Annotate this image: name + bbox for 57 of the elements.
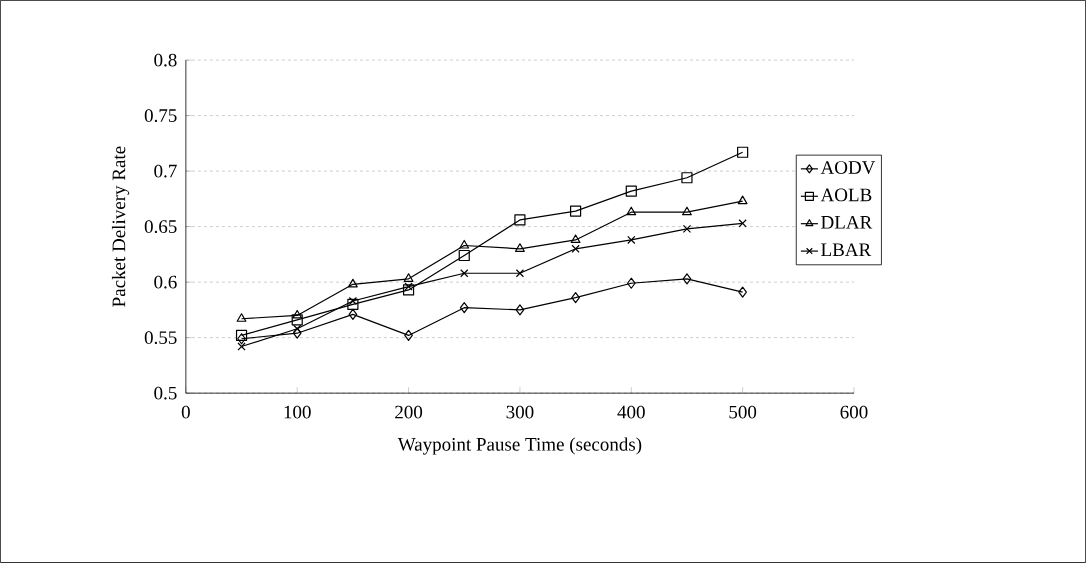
point — [515, 269, 525, 278]
point — [348, 296, 358, 306]
point — [293, 324, 302, 333]
point — [404, 282, 413, 291]
point — [682, 224, 692, 234]
point — [682, 206, 692, 216]
point — [737, 195, 748, 205]
legend-label: LBAR — [821, 243, 872, 257]
x-tick-label: 0 — [181, 405, 190, 419]
point — [292, 327, 302, 339]
x-tick-label: 500 — [729, 405, 757, 419]
point — [626, 277, 636, 289]
point — [460, 269, 469, 278]
x-axis-title: Waypoint Pause Time (seconds) — [397, 437, 642, 455]
point — [682, 273, 692, 285]
point — [292, 309, 303, 319]
point — [627, 235, 636, 245]
legend-label: AOLB — [820, 188, 872, 202]
point — [348, 308, 358, 320]
point — [402, 284, 415, 296]
point — [571, 244, 580, 253]
point — [514, 214, 526, 226]
point — [570, 234, 581, 244]
point — [459, 302, 469, 314]
y-tick-label: 0.65 — [144, 220, 177, 234]
point — [738, 286, 747, 298]
point — [515, 243, 525, 252]
x-tick-label: 200 — [395, 405, 423, 419]
y-axis-title: Packet Delivery Rate — [111, 146, 130, 307]
y-tick-label: 0.75 — [144, 109, 177, 123]
point — [737, 146, 749, 158]
point — [403, 273, 414, 282]
x-tick-label: 600 — [840, 405, 868, 419]
point — [459, 239, 470, 249]
y-tick-label: 0.7 — [154, 164, 177, 178]
point — [347, 298, 359, 310]
point — [291, 314, 303, 326]
point — [626, 206, 637, 216]
y-tick-label: 0.5 — [154, 386, 177, 400]
y-tick-label: 0.55 — [144, 331, 177, 345]
point — [738, 219, 747, 228]
legend-label: AODV — [820, 161, 876, 175]
point — [458, 249, 470, 262]
point — [236, 313, 247, 322]
legend-label: DLAR — [821, 216, 873, 229]
point — [681, 172, 693, 184]
point — [625, 185, 637, 197]
y-tick-label: 0.8 — [154, 53, 177, 67]
point — [347, 278, 358, 288]
point — [515, 304, 525, 316]
point — [571, 292, 580, 304]
x-tick-label: 400 — [617, 405, 645, 419]
point — [570, 205, 582, 217]
y-tick-label: 0.6 — [154, 275, 177, 289]
x-tick-label: 300 — [506, 405, 534, 419]
point — [237, 342, 246, 351]
x-tick-label: 100 — [284, 405, 311, 419]
